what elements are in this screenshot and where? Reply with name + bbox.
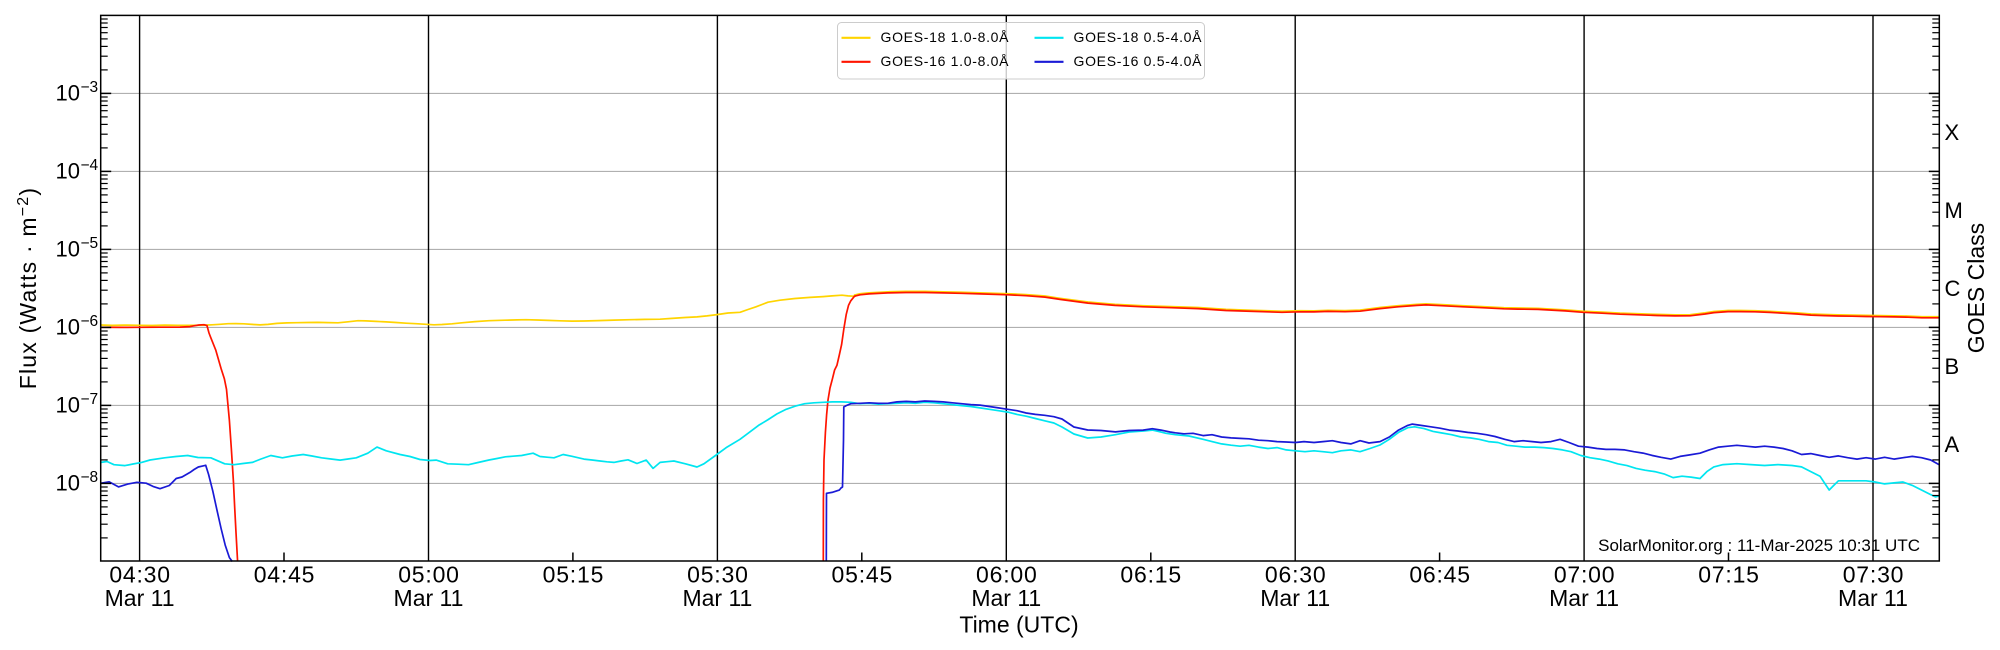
- svg-text:04:30: 04:30: [109, 562, 171, 588]
- svg-text:10: 10: [56, 393, 80, 418]
- svg-text:−6: −6: [81, 313, 99, 330]
- svg-text:05:30: 05:30: [687, 562, 749, 588]
- svg-text:05:15: 05:15: [543, 562, 605, 588]
- svg-text:06:00: 06:00: [976, 562, 1038, 588]
- svg-text:05:00: 05:00: [398, 562, 460, 588]
- svg-text:06:30: 06:30: [1265, 562, 1327, 588]
- svg-text:M: M: [1945, 198, 1963, 223]
- svg-text:Mar 11: Mar 11: [971, 585, 1041, 611]
- svg-text:Flux (Watts · m−2): Flux (Watts · m−2): [15, 187, 41, 390]
- svg-text:Mar 11: Mar 11: [105, 585, 175, 611]
- svg-text:GOES-16 0.5-4.0Å: GOES-16 0.5-4.0Å: [1074, 53, 1203, 69]
- svg-text:07:30: 07:30: [1843, 562, 1905, 588]
- svg-text:10: 10: [56, 159, 80, 184]
- svg-text:Mar 11: Mar 11: [1838, 585, 1908, 611]
- svg-text:−8: −8: [81, 469, 99, 486]
- svg-text:−7: −7: [81, 391, 99, 408]
- svg-text:05:45: 05:45: [832, 562, 894, 588]
- svg-text:10: 10: [56, 315, 80, 340]
- svg-text:10: 10: [56, 81, 80, 106]
- svg-text:A: A: [1945, 432, 1960, 457]
- svg-text:Mar 11: Mar 11: [1260, 585, 1330, 611]
- svg-text:10: 10: [56, 237, 80, 262]
- svg-text:C: C: [1945, 276, 1961, 301]
- svg-text:10: 10: [56, 471, 80, 496]
- svg-text:04:45: 04:45: [254, 562, 316, 588]
- svg-text:Time (UTC): Time (UTC): [959, 612, 1078, 638]
- svg-text:SolarMonitor.org : 11-Mar-2025: SolarMonitor.org : 11-Mar-2025 10:31 UTC: [1598, 536, 1920, 555]
- svg-text:−3: −3: [81, 79, 99, 96]
- svg-text:06:15: 06:15: [1120, 562, 1182, 588]
- svg-text:06:45: 06:45: [1409, 562, 1471, 588]
- svg-text:07:15: 07:15: [1698, 562, 1760, 588]
- svg-text:GOES-16 1.0-8.0Å: GOES-16 1.0-8.0Å: [881, 53, 1010, 69]
- svg-text:GOES-18 1.0-8.0Å: GOES-18 1.0-8.0Å: [881, 29, 1010, 45]
- svg-text:07:00: 07:00: [1554, 562, 1616, 588]
- svg-text:Mar 11: Mar 11: [1549, 585, 1619, 611]
- svg-text:X: X: [1945, 120, 1960, 145]
- svg-text:−4: −4: [81, 157, 99, 174]
- svg-text:Mar 11: Mar 11: [682, 585, 752, 611]
- svg-text:GOES-18 0.5-4.0Å: GOES-18 0.5-4.0Å: [1074, 29, 1203, 45]
- svg-text:Mar 11: Mar 11: [394, 585, 464, 611]
- svg-text:B: B: [1945, 354, 1960, 379]
- svg-text:−5: −5: [81, 235, 99, 252]
- svg-text:GOES Class: GOES Class: [1963, 223, 1989, 353]
